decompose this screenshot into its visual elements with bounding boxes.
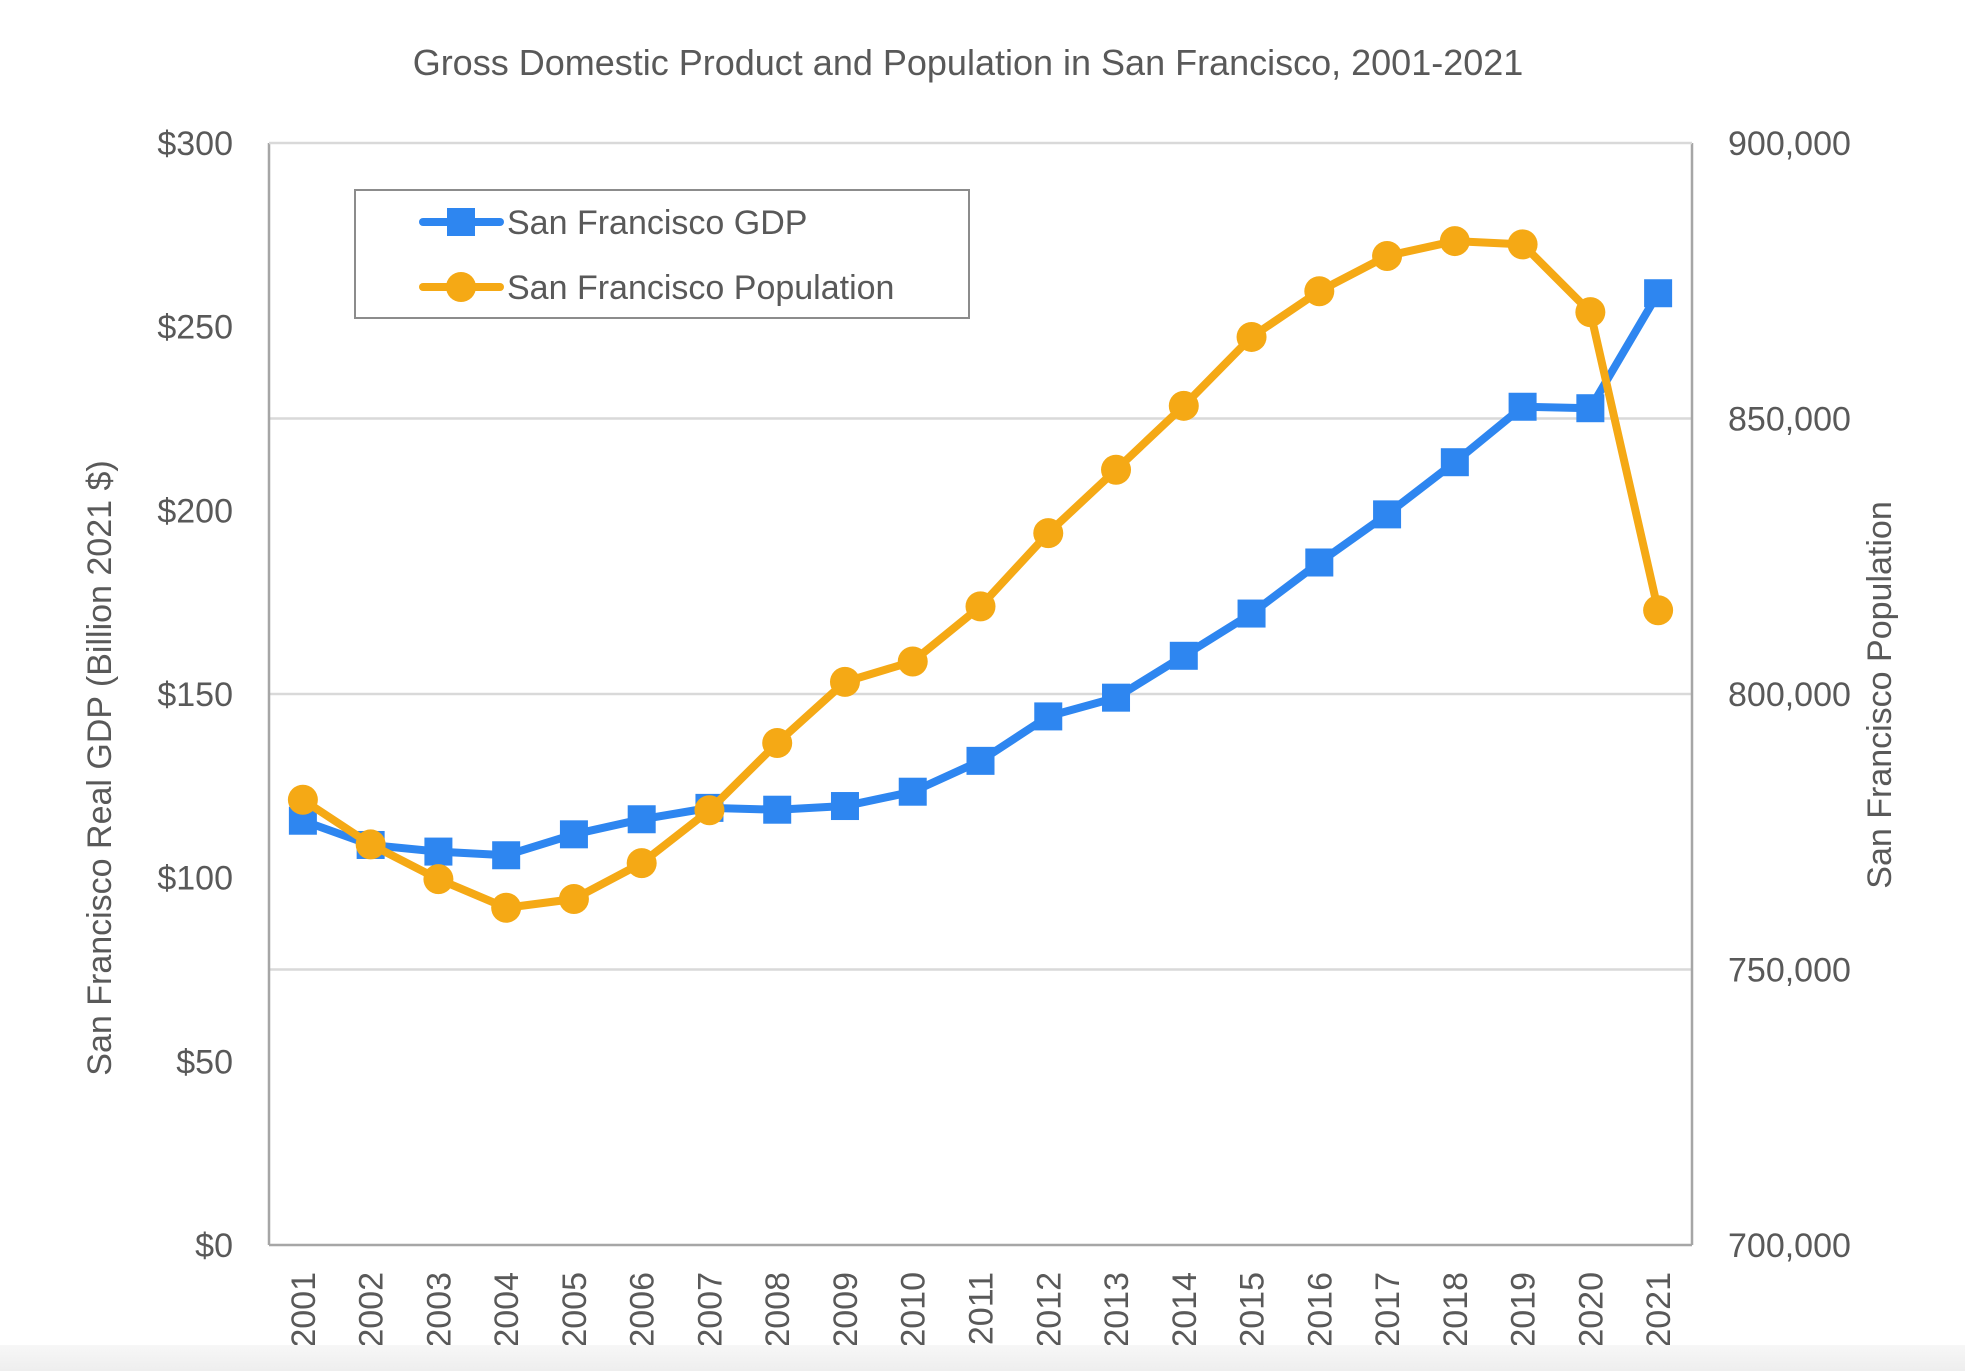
left-tick-label: $300 <box>157 125 233 163</box>
x-tick-label: 2014 <box>1166 1272 1204 1348</box>
population-point <box>1304 276 1335 307</box>
series-group <box>287 226 1674 923</box>
gdp-point <box>1237 599 1266 628</box>
legend: San Francisco GDP San Francisco Populatio… <box>354 189 970 319</box>
left-tick-label: $250 <box>157 309 233 347</box>
gdp-point <box>1169 641 1198 670</box>
x-tick-label: 2007 <box>691 1272 729 1348</box>
population-point <box>897 646 928 677</box>
gridlines <box>269 417 1692 971</box>
left-axis-label: San Francisco Real GDP (Billion 2021 $) <box>81 460 119 1075</box>
population-point <box>287 784 318 815</box>
population-point <box>558 883 589 914</box>
population-point <box>762 728 793 759</box>
right-axis-label: San Francisco Population <box>1861 501 1899 888</box>
right-tick-label: 850,000 <box>1728 401 1851 439</box>
right-tick-label: 900,000 <box>1728 125 1851 163</box>
population-line <box>298 237 1663 912</box>
x-tick-label: 2017 <box>1369 1272 1407 1348</box>
right-tick-label: 700,000 <box>1728 1227 1851 1265</box>
gdp-point <box>1440 448 1469 477</box>
gdp-point <box>1373 500 1402 529</box>
population-point <box>694 795 725 826</box>
x-tick-label: 2019 <box>1505 1272 1543 1348</box>
population-point <box>965 591 996 622</box>
x-tick-label: 2006 <box>624 1272 662 1348</box>
population-point <box>626 848 657 879</box>
x-tick-label: 2010 <box>895 1272 933 1348</box>
population-point <box>1372 240 1403 271</box>
gdp-point <box>1102 683 1131 712</box>
gdp-point <box>1508 392 1537 421</box>
x-tick-label: 2008 <box>759 1272 797 1348</box>
gdp-point <box>966 746 995 775</box>
x-tick-label: 2001 <box>285 1272 323 1348</box>
legend-marker-square <box>447 208 475 236</box>
x-tick-label: 2016 <box>1301 1272 1339 1348</box>
right-tick-label: 750,000 <box>1728 952 1851 990</box>
left-tick-label: $150 <box>157 676 233 714</box>
population-point <box>1033 518 1064 549</box>
gdp-point <box>1034 702 1063 731</box>
x-tick-label: 2009 <box>827 1272 865 1348</box>
chart-title: Gross Domestic Product and Population in… <box>413 42 1524 83</box>
population-point <box>1101 454 1132 485</box>
population-point <box>1643 595 1674 626</box>
left-tick-label: $50 <box>176 1043 233 1081</box>
x-axis-ticks: 2001 2002 2003 2004 2005 2006 2007 2008 2009 2010… <box>285 1272 1678 1348</box>
x-tick-label: 2015 <box>1234 1272 1272 1348</box>
x-tick-label: 2013 <box>1098 1272 1136 1348</box>
gdp-point <box>1305 548 1334 577</box>
x-tick-label: 2020 <box>1572 1272 1610 1348</box>
gdp-point <box>1644 279 1673 308</box>
population-point <box>1507 229 1538 260</box>
x-tick-label: 2012 <box>1030 1272 1068 1348</box>
x-tick-label: 2011 <box>963 1272 1001 1345</box>
x-tick-label: 2004 <box>488 1272 526 1348</box>
left-tick-label: $100 <box>157 860 233 898</box>
gdp-point <box>627 805 656 834</box>
population-point <box>1575 297 1606 328</box>
gdp-point <box>763 795 792 824</box>
gdp-point <box>1576 394 1605 423</box>
right-tick-label: 800,000 <box>1728 676 1851 714</box>
population-point <box>423 864 454 895</box>
gdp-point <box>559 820 588 849</box>
population-point <box>829 666 860 697</box>
gdp-point <box>898 777 927 806</box>
gdp-point <box>830 792 859 821</box>
population-point <box>1439 226 1470 257</box>
x-tick-label: 2002 <box>353 1272 391 1348</box>
legend-marker-circle <box>446 272 476 302</box>
population-point <box>1168 390 1199 421</box>
x-tick-label: 2003 <box>420 1272 458 1348</box>
gdp-point <box>492 841 521 870</box>
x-tick-label: 2021 <box>1640 1272 1678 1348</box>
legend-label: San Francisco GDP <box>507 204 807 242</box>
left-axis-ticks: $0 $50 $100 $150 $200 $250 $300 <box>157 125 233 1265</box>
gdp-point <box>424 837 453 866</box>
x-tick-label: 2005 <box>556 1272 594 1348</box>
chart-axes <box>267 141 1694 1247</box>
legend-label: San Francisco Population <box>507 269 894 307</box>
population-point <box>1236 321 1267 352</box>
left-tick-label: $0 <box>195 1227 233 1265</box>
population-point <box>491 892 522 923</box>
bottom-edge-bar <box>0 1345 1965 1371</box>
population-point <box>355 829 386 860</box>
left-tick-label: $200 <box>157 492 233 530</box>
x-tick-label: 2018 <box>1437 1272 1475 1348</box>
right-axis-ticks: 700,000 750,000 800,000 850,000 900,000 <box>1728 125 1851 1265</box>
